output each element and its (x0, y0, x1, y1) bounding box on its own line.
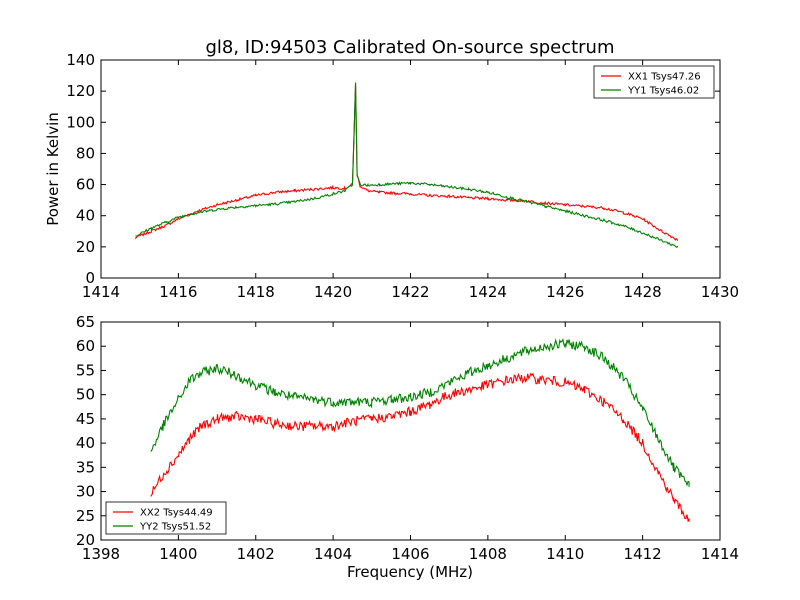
bottom-x-tick-label: 1400 (159, 545, 197, 563)
top-y-tick-label: 0 (85, 269, 95, 287)
bottom-x-tick-label: 1414 (701, 545, 739, 563)
bottom-y-tick-label: 60 (76, 337, 95, 355)
bottom-y-tick-label: 25 (76, 507, 95, 525)
bottom-y-tick-label: 35 (76, 458, 95, 476)
bottom-x-axis-label: Frequency (MHz) (347, 563, 473, 581)
bottom-legend-label-1: XX2 Tsys44.49 (140, 508, 213, 519)
bottom-panel: 1398 1400 1402 1404 1406 1408 1410 1412 1414 20 25… (76, 313, 739, 563)
top-legend-box (593, 65, 715, 99)
bottom-y-tick-label: 65 (76, 313, 95, 331)
top-y-tick-label: 80 (76, 144, 95, 162)
bottom-x-tick-label: 1406 (391, 545, 429, 563)
bottom-y-tick-label: 50 (76, 386, 95, 404)
bottom-y-tick-label: 45 (76, 410, 95, 428)
top-legend: XX1 Tsys47.26 YY1 Tsys46.02 (593, 65, 715, 99)
top-panel: 1414 1416 1418 1420 1422 1424 1426 1428 1430 0 20 4… (66, 51, 739, 301)
bottom-series-line-1 (150, 372, 690, 523)
bottom-x-tick-label: 1402 (237, 545, 275, 563)
top-y-tick-label: 140 (66, 51, 95, 69)
bottom-legend-box (105, 501, 227, 535)
top-x-tick-label: 1428 (624, 283, 662, 301)
top-y-axis-label: Power in Kelvin (44, 112, 62, 226)
bottom-y-tick-label: 55 (76, 361, 95, 379)
bottom-x-tick-label: 1412 (624, 545, 662, 563)
top-x-tick-label: 1414 (82, 283, 120, 301)
top-legend-label-2: YY1 Tsys46.02 (627, 86, 699, 97)
bottom-y-tick-label: 40 (76, 434, 95, 452)
top-y-tick-label: 120 (66, 82, 95, 100)
top-x-tick-label: 1420 (314, 283, 352, 301)
bottom-legend: XX2 Tsys44.49 YY2 Tsys51.52 (105, 501, 227, 535)
top-legend-label-1: XX1 Tsys47.26 (628, 72, 701, 83)
top-x-tick-label: 1424 (469, 283, 507, 301)
bottom-series-line-2 (150, 338, 690, 487)
top-y-tick-label: 20 (76, 238, 95, 256)
bottom-x-tick-label: 1404 (314, 545, 352, 563)
top-x-tick-label: 1430 (701, 283, 739, 301)
bottom-y-tick-label: 20 (76, 531, 95, 549)
bottom-x-tick-label: 1410 (546, 545, 584, 563)
top-x-tick-label: 1416 (159, 283, 197, 301)
top-y-tick-label: 100 (66, 113, 95, 131)
bottom-x-tick-label: 1398 (82, 545, 120, 563)
top-series-line-1 (135, 84, 678, 241)
top-x-tick-label: 1418 (237, 283, 275, 301)
bottom-y-tick-label: 30 (76, 483, 95, 501)
bottom-x-tick-label: 1408 (469, 545, 507, 563)
bottom-legend-label-2: YY2 Tsys51.52 (139, 522, 211, 533)
top-series-line-2 (135, 82, 678, 248)
top-y-tick-label: 40 (76, 207, 95, 225)
chart-title: gl8, ID:94503 Calibrated On-source spect… (205, 37, 614, 58)
top-x-tick-label: 1426 (546, 283, 584, 301)
top-y-tick-label: 60 (76, 176, 95, 194)
top-x-tick-label: 1422 (391, 283, 429, 301)
